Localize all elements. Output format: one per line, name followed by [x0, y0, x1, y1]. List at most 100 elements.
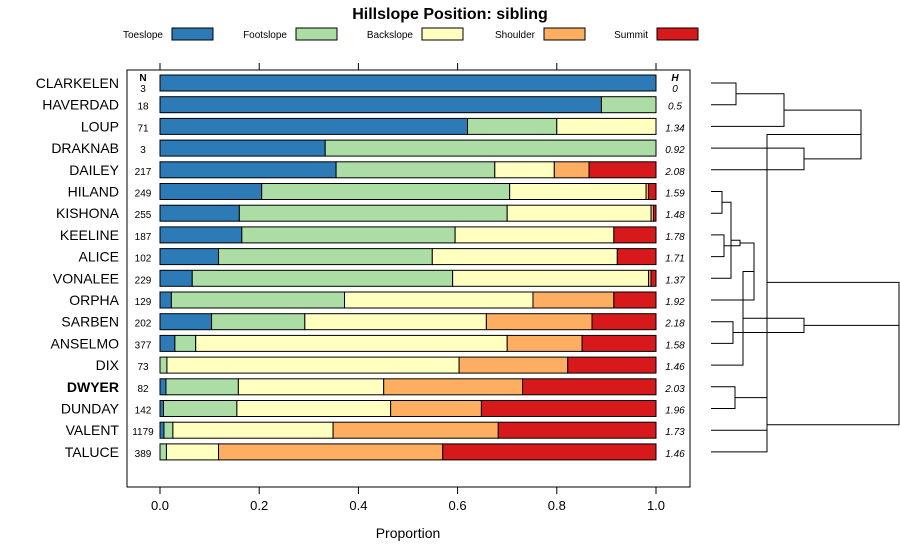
row-h-loup: 1.34 [665, 123, 685, 134]
row-h-sarben: 2.18 [664, 319, 685, 330]
row-h-dailey: 2.08 [664, 167, 685, 178]
row-h-clarkelen: 0 [672, 84, 678, 95]
row-h-orpha: 1.92 [665, 297, 685, 308]
bar-dailey-shoulder [553, 161, 590, 179]
bar-kishona-summit [653, 204, 657, 222]
legend-swatch-toeslope [171, 27, 214, 41]
bar-sarben-toeslope [159, 313, 213, 331]
bar-orpha-summit [613, 291, 657, 309]
bar-kishona-footslope [238, 204, 508, 222]
dendrogram-branch-10 [733, 317, 805, 333]
legend-swatch-summit [656, 27, 699, 41]
row-label-kishona: KISHONA [56, 205, 120, 221]
row-n-vonalee: 229 [135, 275, 152, 286]
row-dix: DIX 73 1.46 [96, 356, 685, 374]
row-h-hiland: 1.59 [665, 189, 685, 200]
row-dunday: DUNDAY 142 1.96 [61, 400, 685, 417]
row-n-haverdad: 18 [137, 102, 149, 113]
bar-taluce-footslope [159, 443, 167, 461]
row-hiland: HILAND 249 1.59 [68, 183, 685, 200]
row-h-draknab: 0.92 [665, 145, 685, 156]
legend-label-shoulder: Shoulder [495, 30, 536, 41]
row-dwyer: DWYER 82 2.03 [67, 378, 685, 396]
row-label-anselmo: ANSELMO [51, 335, 120, 351]
row-h-anselmo: 1.58 [665, 340, 685, 351]
dendrogram-branch-14 [711, 397, 768, 453]
x-tick-label-3: 0.6 [449, 498, 467, 513]
bar-dix-shoulder [458, 356, 569, 374]
bar-kishona-toeslope [159, 204, 240, 222]
legend-swatch-shoulder [543, 27, 586, 41]
legend-label-summit: Summit [614, 30, 648, 41]
bar-orpha-backslope [344, 291, 534, 309]
bar-dix-footslope [159, 356, 168, 374]
dendrogram-branch-2 [711, 191, 723, 214]
bar-alice-footslope [218, 248, 433, 266]
bar-dix-backslope [166, 356, 460, 374]
bar-orpha-footslope [170, 291, 346, 309]
row-label-hiland: HILAND [68, 184, 119, 200]
bar-kishona-backslope [506, 204, 652, 222]
row-clarkelen: CLARKELEN 3 0 [36, 74, 678, 95]
row-h-keeline: 1.78 [665, 232, 685, 243]
dendrogram-branch-4 [711, 234, 725, 258]
bar-dunday-summit [480, 400, 657, 417]
bar-haverdad-toeslope [159, 96, 602, 114]
chart-title: Hillslope Position: sibling [352, 6, 548, 23]
bar-dailey-backslope [494, 161, 555, 179]
bar-dix-summit [567, 356, 657, 374]
bar-valent-shoulder [332, 421, 499, 439]
bar-sarben-backslope [304, 313, 487, 331]
bar-keeline-footslope [241, 226, 456, 244]
dendrogram-branch-0 [711, 82, 737, 106]
bar-dunday-backslope [236, 400, 392, 417]
bar-taluce-summit [442, 443, 657, 461]
dendrogram-branch-9 [711, 147, 805, 171]
bar-vonalee-footslope [191, 269, 454, 287]
row-n-loup: 71 [137, 123, 149, 134]
bar-alice-summit [616, 248, 657, 266]
row-draknab: DRAKNAB 3 0.92 [51, 139, 685, 157]
bar-loup-footslope [467, 117, 558, 135]
bar-taluce-backslope [165, 443, 220, 461]
bar-anselmo-shoulder [506, 334, 583, 352]
bar-sarben-summit [591, 313, 657, 331]
row-n-dix: 73 [137, 362, 149, 373]
bar-dwyer-toeslope [159, 378, 167, 396]
bar-vonalee-summit [650, 269, 657, 287]
bar-keeline-toeslope [159, 226, 243, 244]
row-n-kishona: 255 [135, 210, 152, 221]
dendrogram-branch-15 [767, 281, 900, 326]
legend-swatch-footslope [295, 27, 338, 41]
row-h-dunday: 1.96 [665, 406, 685, 417]
plot-frame [126, 69, 691, 488]
bar-dwyer-footslope [165, 378, 239, 396]
bar-draknab-toeslope [159, 139, 326, 157]
row-label-orpha: ORPHA [69, 292, 119, 308]
row-h-alice: 1.71 [665, 254, 684, 265]
bar-anselmo-toeslope [159, 334, 176, 352]
row-h-vonalee: 1.37 [665, 275, 685, 286]
row-n-hiland: 249 [135, 189, 152, 200]
row-h-haverdad: 0.5 [668, 102, 682, 113]
bar-dailey-summit [588, 161, 657, 179]
row-keeline: KEELINE 187 1.78 [60, 226, 685, 244]
row-label-loup: LOUP [81, 118, 119, 134]
dendrogram [711, 82, 900, 453]
row-anselmo: ANSELMO 377 1.58 [51, 334, 685, 352]
dendrogram-branch-5 [724, 239, 741, 247]
bar-rows: CLARKELEN 3 0 HAVERDAD 18 0.5 LOUP 71 1.34 DRAKNA… [36, 74, 685, 461]
bar-valent-footslope [163, 421, 174, 439]
bar-dunday-toeslope [159, 400, 164, 417]
bar-alice-backslope [431, 248, 618, 266]
bar-keeline-summit [613, 226, 657, 244]
dendrogram-branch-7 [711, 321, 734, 344]
h-column-header: H [671, 73, 679, 84]
x-tick-label-4: 0.8 [548, 498, 566, 513]
row-label-dix: DIX [96, 357, 120, 373]
row-h-valent: 1.73 [665, 427, 685, 438]
n-column-header: N [139, 73, 146, 84]
bar-dailey-footslope [335, 161, 496, 179]
bar-dwyer-summit [522, 378, 657, 396]
